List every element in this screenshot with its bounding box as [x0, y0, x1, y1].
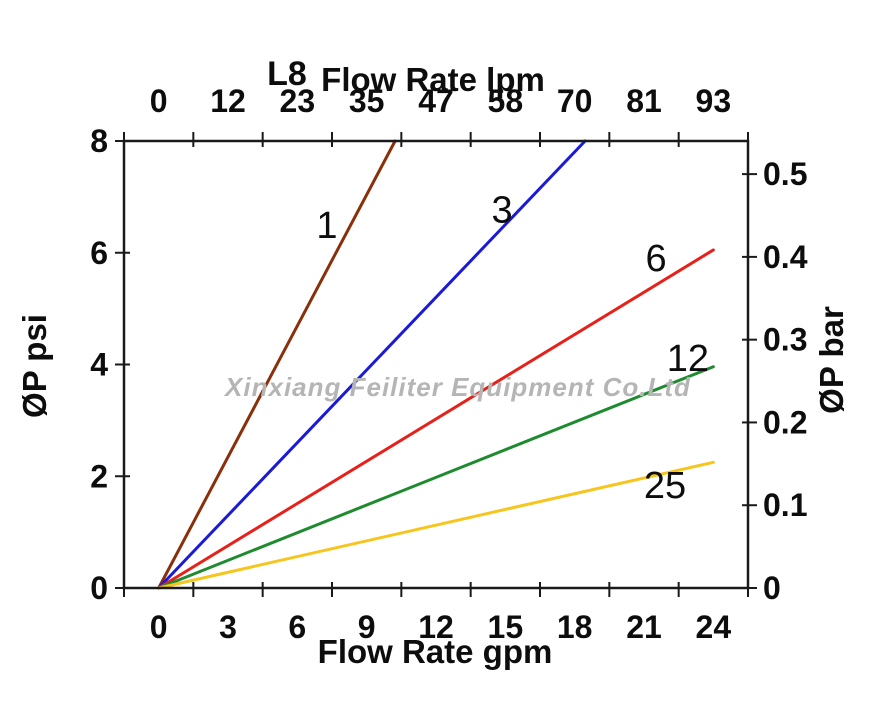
- axis-ticks: [115, 132, 757, 597]
- watermark-text: Xinxiang Feiliter Equipment Co.Ltd: [223, 372, 691, 402]
- x-tick-label-gpm: 6: [288, 609, 306, 645]
- y-tick-label-bar: 0.2: [763, 404, 807, 440]
- series-label-6: 6: [645, 238, 666, 280]
- x-tick-label-lpm: 93: [696, 83, 732, 119]
- series-line-12: [157, 365, 715, 590]
- series-line-3: [157, 139, 587, 590]
- series-line-25: [157, 460, 715, 590]
- y-tick-label-bar: 0.3: [763, 322, 807, 358]
- x-tick-label-lpm: 12: [210, 83, 246, 119]
- y-tick-label-psi: 8: [90, 123, 108, 159]
- x-tick-label-gpm: 0: [150, 609, 168, 645]
- series-labels: 1 3 6 12 25: [316, 190, 709, 507]
- x-tick-label-gpm: 12: [418, 609, 454, 645]
- x-tick-label-lpm: 81: [626, 83, 662, 119]
- y-tick-label-psi: 4: [90, 347, 108, 383]
- plot-frame: [122, 139, 750, 590]
- series-lines: [157, 139, 715, 590]
- y-tick-label-psi: 6: [90, 235, 108, 271]
- x-tick-label-lpm: 0: [150, 83, 168, 119]
- y-tick-label-bar: 0.5: [763, 156, 807, 192]
- y-tick-label-psi: 0: [90, 570, 108, 606]
- left-axis-title: ØP psi: [16, 314, 53, 418]
- x-tick-label-lpm: 23: [280, 83, 316, 119]
- bottom-axis-title: Flow Rate gpm: [318, 633, 553, 670]
- x-tick-label-lpm: 58: [488, 83, 524, 119]
- x-tick-label-gpm: 18: [557, 609, 593, 645]
- x-tick-label-lpm: 35: [349, 83, 385, 119]
- y-tick-label-bar: 0: [763, 570, 781, 606]
- right-axis-title: ØP bar: [813, 306, 850, 414]
- series-line-6: [157, 248, 715, 590]
- series-label-1: 1: [316, 205, 337, 247]
- series-label-12: 12: [667, 338, 709, 380]
- y-tick-label-psi: 2: [90, 458, 108, 494]
- top-axis-title: Flow Rate lpm: [321, 61, 545, 98]
- x-tick-label-lpm: 70: [557, 83, 593, 119]
- model-label: L8: [267, 55, 307, 93]
- axis-tick-labels: 0 3 6 9 12 15 18 21 240 12 23 35 47 58 70 81 930246800.1…: [90, 83, 807, 645]
- series-label-25: 25: [644, 465, 686, 507]
- series-line-1: [157, 139, 397, 590]
- x-tick-label-gpm: 21: [626, 609, 662, 645]
- y-tick-label-bar: 0.4: [763, 239, 808, 275]
- x-tick-label-lpm: 47: [418, 83, 454, 119]
- x-tick-label-gpm: 3: [219, 609, 237, 645]
- y-tick-label-bar: 0.1: [763, 487, 807, 523]
- x-tick-label-gpm: 15: [488, 609, 524, 645]
- x-tick-label-gpm: 9: [358, 609, 376, 645]
- series-label-3: 3: [492, 190, 513, 232]
- x-tick-label-gpm: 24: [696, 609, 732, 645]
